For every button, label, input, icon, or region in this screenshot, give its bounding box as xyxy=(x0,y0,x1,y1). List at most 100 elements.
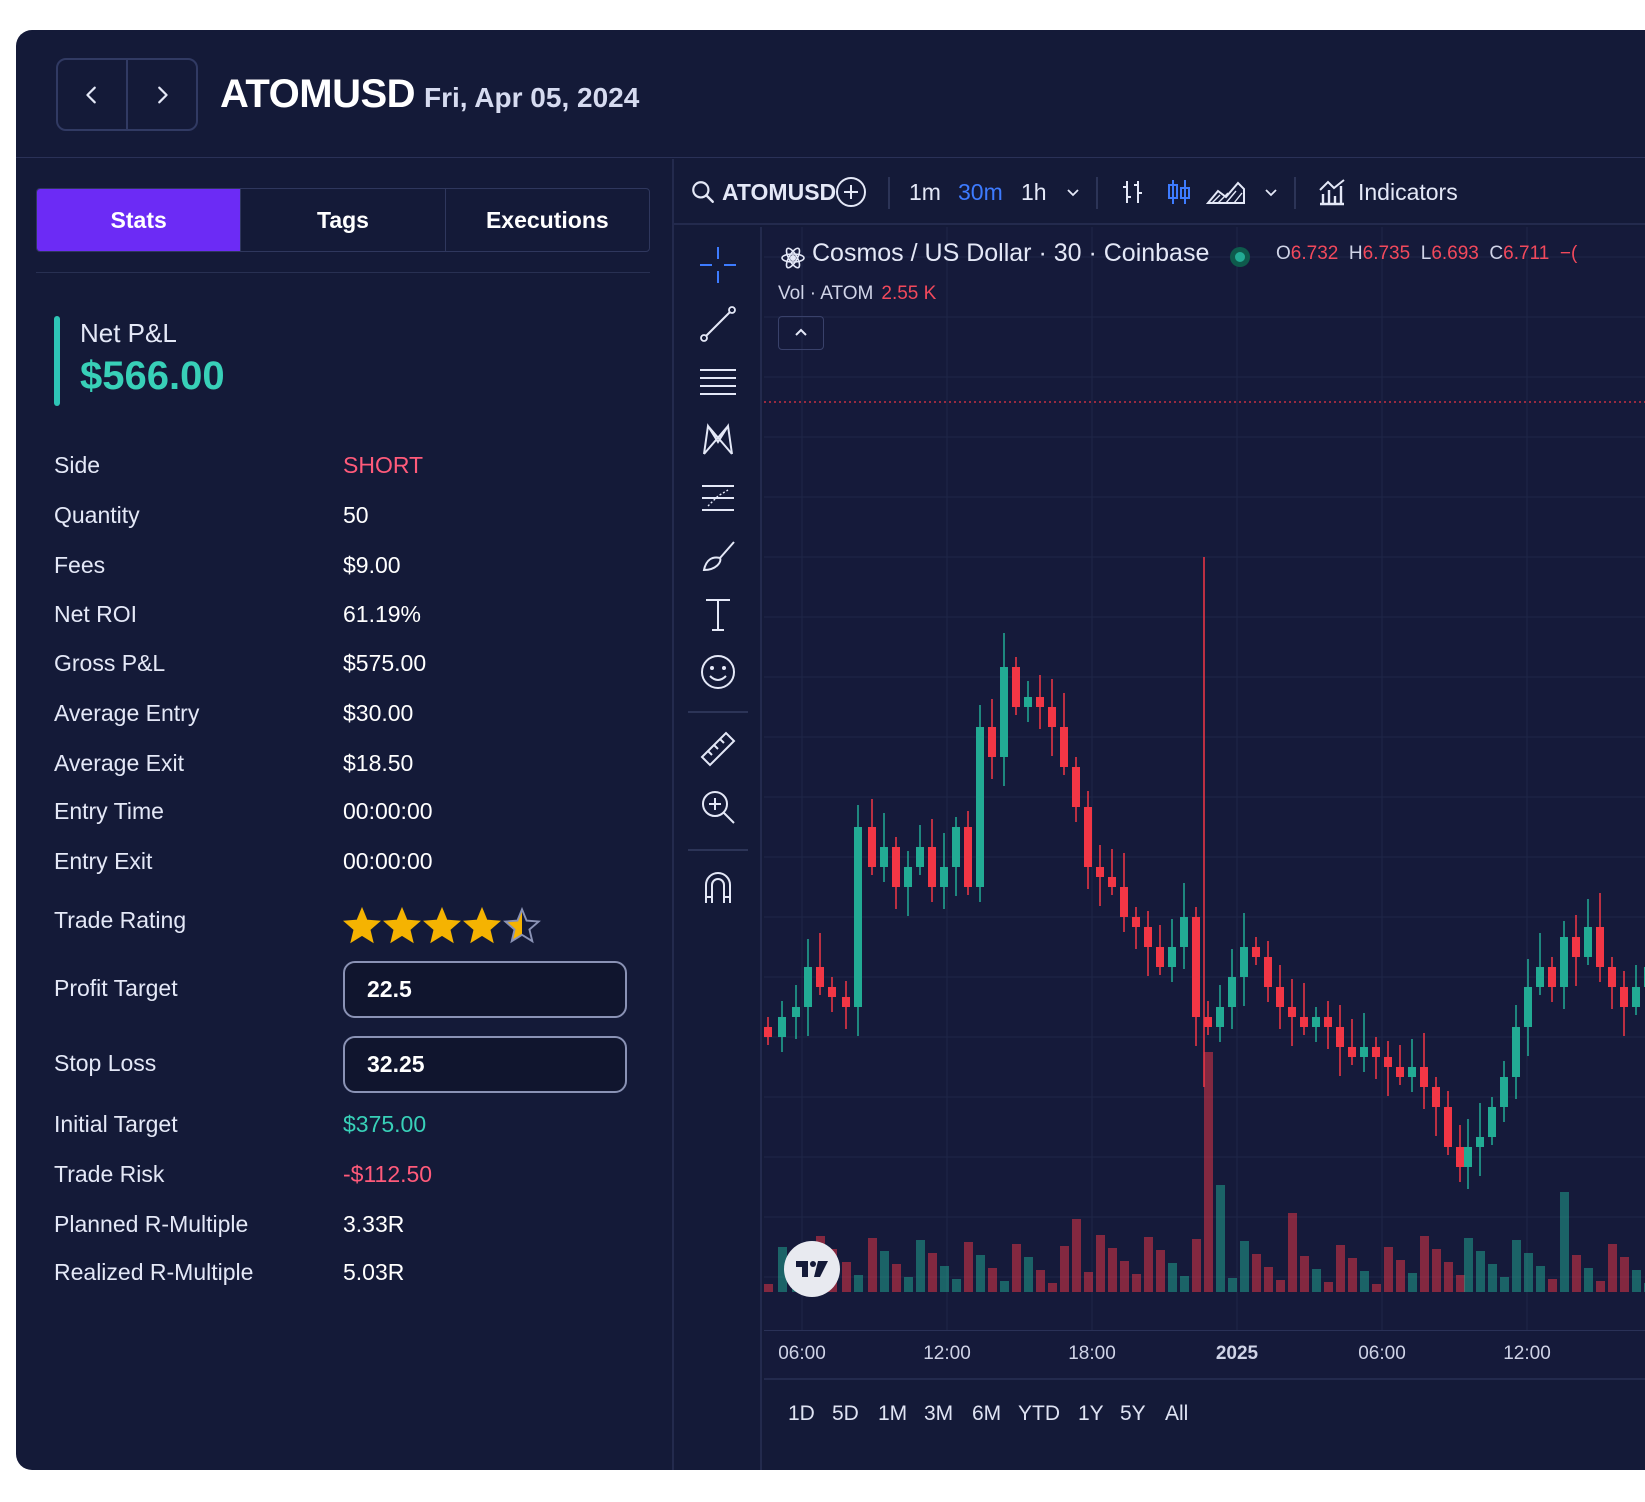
volume-bar xyxy=(1120,1261,1129,1292)
volume-bar xyxy=(928,1253,937,1292)
next-trade-button[interactable] xyxy=(126,60,196,129)
tab-executions[interactable]: Executions xyxy=(444,189,649,251)
candle-body xyxy=(1204,1017,1212,1027)
star-icon[interactable] xyxy=(423,907,461,945)
volume-bar xyxy=(940,1266,949,1292)
collapse-legend-button[interactable] xyxy=(778,316,824,350)
interval-dropdown-button[interactable] xyxy=(1064,159,1082,225)
volume-bar xyxy=(1300,1256,1309,1292)
volume-bar xyxy=(1584,1268,1593,1292)
magnet-tool[interactable] xyxy=(696,865,740,909)
net-pnl-value: $566.00 xyxy=(80,354,225,398)
volume-bar xyxy=(1512,1240,1521,1292)
indicators-button[interactable]: Indicators xyxy=(1316,159,1458,225)
candle-body xyxy=(952,827,960,867)
star-icon[interactable] xyxy=(343,907,381,945)
candle-body xyxy=(1584,927,1592,957)
pattern-icon xyxy=(703,423,733,455)
text-tool[interactable] xyxy=(696,592,740,636)
emoji-tool[interactable] xyxy=(696,650,740,694)
tradingview-logo[interactable] xyxy=(784,1241,840,1297)
candle-body xyxy=(1012,667,1020,707)
candle-body xyxy=(1464,1147,1472,1167)
volume-bar xyxy=(1012,1244,1021,1292)
range-6m[interactable]: 6M xyxy=(972,1402,1002,1425)
price-chart[interactable]: Cosmos / US Dollar · 30 · Coinbase O6.73… xyxy=(764,227,1645,1330)
stat-label-fees: Fees xyxy=(54,552,106,578)
stats-panel: Stats Tags Executions Net P&L $566.00 Si… xyxy=(16,159,672,1470)
candle-body xyxy=(904,867,912,887)
interval-1m[interactable]: 1m xyxy=(909,178,941,205)
range-1y[interactable]: 1Y xyxy=(1078,1402,1104,1425)
candle-body xyxy=(1156,947,1164,967)
chevron-left-icon xyxy=(86,86,96,103)
range-1d[interactable]: 1D xyxy=(788,1402,815,1425)
candle-body xyxy=(988,727,996,757)
volume-bar xyxy=(1060,1246,1069,1292)
volume-bar xyxy=(1596,1281,1605,1292)
candle-body xyxy=(1144,927,1152,947)
volume-bar xyxy=(854,1275,863,1292)
tab-tags[interactable]: Tags xyxy=(240,189,444,251)
volume-bar xyxy=(1108,1248,1117,1292)
area-chart-icon xyxy=(1206,181,1245,204)
stop-loss-input[interactable] xyxy=(343,1036,627,1093)
stat-value-gross-pnl: $575.00 xyxy=(343,650,427,676)
volume-bar xyxy=(1036,1270,1045,1292)
stat-label-trade-risk: Trade Risk xyxy=(54,1161,165,1187)
stat-label-initial-target: Initial Target xyxy=(54,1111,178,1137)
bar-chart-type-button[interactable] xyxy=(1118,159,1148,225)
star-icon[interactable] xyxy=(503,907,541,945)
crosshair-tool[interactable] xyxy=(696,243,740,287)
stat-label-planned-r: Planned R-Multiple xyxy=(54,1211,249,1237)
candle-body xyxy=(1300,1017,1308,1027)
volume-bar xyxy=(1264,1267,1273,1292)
candle-body xyxy=(1384,1057,1392,1067)
fib-retracement-tool[interactable] xyxy=(696,360,740,404)
compare-symbol-button[interactable] xyxy=(834,159,868,225)
interval-1h[interactable]: 1h xyxy=(1021,178,1047,205)
range-1m[interactable]: 1M xyxy=(878,1402,908,1425)
candle-body xyxy=(928,847,936,887)
market-status-icon xyxy=(1230,247,1250,267)
time-axis[interactable]: 06:00 12:00 18:00 2025 06:00 12:00 xyxy=(764,1330,1645,1378)
candles-svg xyxy=(764,227,1645,1330)
candle-body xyxy=(1252,947,1260,957)
candle-body xyxy=(1084,807,1092,867)
range-5d[interactable]: 5D xyxy=(832,1402,859,1425)
chart-type-dropdown-button[interactable] xyxy=(1262,159,1280,225)
indicators-label: Indicators xyxy=(1358,178,1458,205)
range-all[interactable]: All xyxy=(1165,1402,1189,1425)
profit-target-input[interactable] xyxy=(343,961,627,1018)
candle-body xyxy=(1524,987,1532,1027)
measure-tool[interactable] xyxy=(696,727,740,771)
candle-body xyxy=(804,967,812,1007)
candles-icon xyxy=(1168,180,1190,204)
prev-trade-button[interactable] xyxy=(58,60,126,129)
range-3m[interactable]: 3M xyxy=(924,1402,954,1425)
star-icon[interactable] xyxy=(383,907,421,945)
tab-stats[interactable]: Stats xyxy=(37,189,241,251)
candle-chart-type-button[interactable] xyxy=(1164,159,1194,225)
volume-bar xyxy=(1288,1213,1297,1292)
high-label: H xyxy=(1348,243,1363,264)
close-value: 6.711 xyxy=(1503,243,1550,264)
range-5y[interactable]: 5Y xyxy=(1120,1402,1146,1425)
candle-body xyxy=(854,827,862,1007)
candle-body xyxy=(1512,1027,1520,1077)
zoom-tool[interactable] xyxy=(696,785,740,829)
star-icon[interactable] xyxy=(463,907,501,945)
brush-tool[interactable] xyxy=(696,534,740,578)
trend-line-tool[interactable] xyxy=(696,302,740,346)
trade-rating-label: Trade Rating xyxy=(54,907,187,933)
range-ytd[interactable]: YTD xyxy=(1018,1402,1060,1425)
candle-body xyxy=(964,827,972,887)
trade-rating-stars[interactable] xyxy=(343,907,541,945)
projection-tool[interactable] xyxy=(696,476,740,520)
bars-icon xyxy=(1123,181,1142,203)
interval-30m[interactable]: 30m xyxy=(958,178,1003,205)
symbol-search-button[interactable]: ATOMUSD xyxy=(690,159,836,225)
area-chart-type-button[interactable] xyxy=(1206,159,1246,225)
candle-body xyxy=(1608,967,1616,987)
pattern-tool[interactable] xyxy=(696,418,740,462)
